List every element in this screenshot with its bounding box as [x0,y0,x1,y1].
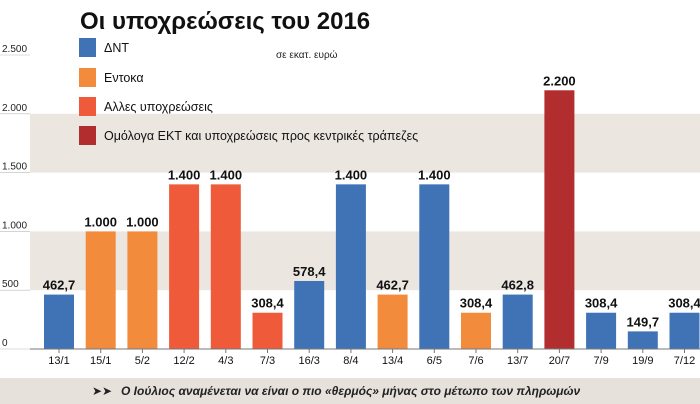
y-tick-label: 0 [2,338,8,349]
data-label: 1.400 [418,167,451,182]
x-tick-label: 13/1 [48,355,69,367]
x-tick-label: 16/3 [298,355,319,367]
x-axis: 13/1 15/1 5/2 12/2 4/3 7/3 16/3 8/4 13/4 6/5 7/6 13… [30,348,700,367]
bar-dnt [44,294,74,349]
x-tick-label: 4/3 [218,355,233,367]
data-label: 308,4 [585,296,618,311]
footer-arrow-icon: ➤➤ [92,384,112,398]
legend-swatch-alles [79,97,96,116]
bar-alles [252,312,283,349]
bar-alles [169,184,200,349]
bar-dnt [627,331,658,349]
bar-entoka [127,231,158,349]
data-label: 1.400 [210,167,243,182]
bar-alles [210,184,241,349]
x-tick-label: 12/2 [173,355,194,367]
x-tick-label: 7/3 [260,355,275,367]
x-tick-label: 20/7 [549,355,570,367]
data-label: 462,7 [376,278,409,293]
legend-swatch-ekt [79,126,96,145]
data-label: 1.000 [84,214,117,229]
legend-label-ekt: Ομόλογα ΕΚΤ και υποχρεώσεις προς κεντρικ… [104,129,418,143]
bar-dnt [502,294,533,349]
x-tick-label: 7/9 [593,355,608,367]
data-label: 308,4 [460,296,493,311]
bar-entoka [85,231,116,349]
bars [44,90,700,349]
x-tick-label: 13/4 [382,355,403,367]
chart-title: Οι υποχρεώσεις του 2016 [80,8,370,35]
legend-swatch-entoka [79,68,96,87]
bar-dnt [586,312,617,349]
y-tick-label: 1.000 [2,220,27,231]
data-labels: 462,7 1.000 1.000 1.400 1.400 308,4 578,4 1.400… [43,73,700,329]
data-label: 308,4 [668,296,700,311]
y-axis: 0 500 1.000 1.500 2.000 2.500 [2,44,27,349]
bar-ekt [544,90,575,349]
bar-entoka [377,294,408,349]
legend: ΔΝΤ Εντοκα Αλλες υποχρεώσεις Ομόλογα ΕΚΤ κα… [79,38,418,145]
data-label: 462,8 [501,278,534,293]
x-tick-label: 19/9 [632,355,653,367]
bar-dnt [335,184,366,349]
bar-dnt [419,184,450,349]
grid-band [30,113,700,173]
bar-dnt [294,280,325,349]
legend-label-alles: Αλλες υποχρεώσεις [104,100,213,114]
legend-swatch-dnt [79,38,96,57]
y-tick-label: 2.500 [2,44,27,55]
x-tick-label: 8/4 [343,355,358,367]
legend-label-entoka: Εντοκα [104,71,144,85]
x-tick-label: 7/6 [468,355,483,367]
bar-entoka [461,312,491,349]
bar-dnt [669,312,700,349]
x-tick-label: 5/2 [135,355,150,367]
x-tick-label: 6/5 [427,355,442,367]
unit-note: σε εκατ. ευρώ [276,49,338,61]
data-label: 149,7 [627,314,660,329]
y-tick-label: 500 [2,279,19,290]
data-label: 1.000 [126,214,159,229]
x-tick-label: 15/1 [90,355,111,367]
y-tick-label: 2.000 [2,103,27,114]
x-tick-label: 7/12 [674,355,695,367]
footer: ➤➤ Ο Ιούλιος αναμένεται να είναι ο πιο «… [0,378,700,404]
y-tick-label: 1.500 [2,162,27,173]
footer-background [0,378,700,404]
data-label: 462,7 [43,278,76,293]
data-label: 578,4 [293,264,326,279]
data-label: 2.200 [543,73,576,88]
data-label: 308,4 [251,296,284,311]
data-label: 1.400 [335,167,368,182]
legend-label-dnt: ΔΝΤ [104,41,129,55]
data-label: 1.400 [168,167,201,182]
x-tick-label: 13/7 [507,355,528,367]
footer-caption: Ο Ιούλιος αναμένεται να είναι ο πιο «θερ… [121,384,580,398]
